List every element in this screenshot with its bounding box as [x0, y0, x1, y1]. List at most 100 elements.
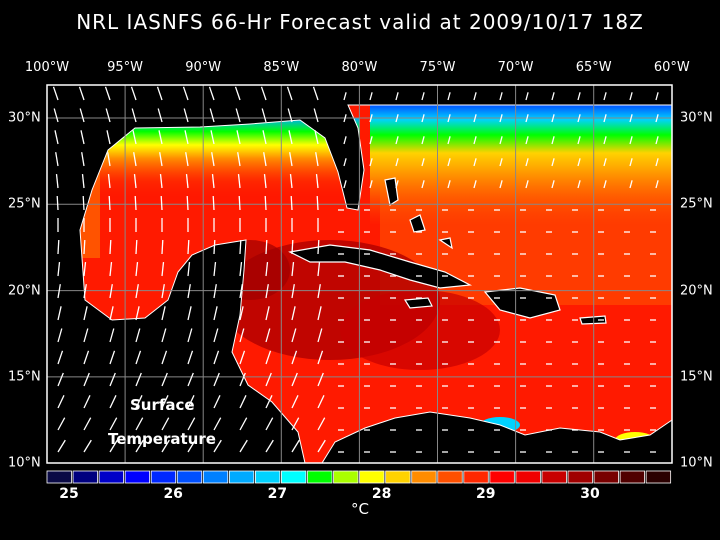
wind-arrow	[109, 328, 115, 343]
wind-arrow	[161, 350, 168, 365]
wind-arrow	[135, 395, 143, 409]
wind-arrow	[183, 108, 189, 123]
colorbar-tick-label: 29	[476, 486, 496, 502]
wind-arrow	[186, 195, 189, 211]
wind-arrow	[135, 328, 141, 343]
wind-arrow	[577, 158, 581, 167]
wind-arrow	[79, 108, 85, 123]
wind-arrow	[343, 136, 347, 145]
wind-arrow	[421, 92, 425, 101]
wind-arrow	[133, 174, 137, 189]
lat-label-left: 25°N	[8, 196, 41, 212]
wind-arrow	[343, 92, 347, 101]
wind-arrow	[57, 328, 63, 343]
wind-arrow	[577, 114, 581, 123]
wind-arrow	[603, 92, 607, 101]
wind-arrow	[263, 152, 267, 167]
wind-arrow	[551, 180, 555, 189]
sea-surface-temperature-field	[80, 105, 672, 463]
colorbar-swatch	[385, 470, 411, 484]
wind-arrow	[395, 114, 399, 123]
wind-arrow	[211, 174, 215, 189]
wind-arrow	[265, 350, 272, 365]
wind-arrow	[239, 239, 242, 255]
wind-arrow	[473, 158, 477, 167]
wind-arrow	[395, 180, 399, 189]
wind-arrow	[421, 158, 425, 167]
wind-arrow	[314, 130, 319, 145]
wind-arrow	[56, 195, 59, 211]
wind-arrow	[264, 195, 267, 211]
wind-arrow	[263, 174, 267, 189]
wind-arrow	[239, 417, 248, 431]
wind-arrow	[187, 284, 191, 299]
wind-arrow	[108, 195, 111, 211]
wind-arrow	[286, 86, 293, 101]
colorbar-swatch	[567, 470, 593, 484]
lon-label: 95°W	[107, 60, 144, 75]
wind-arrow	[291, 417, 300, 431]
wind-arrow	[160, 195, 163, 211]
wind-arrow	[447, 158, 451, 167]
wind-arrow	[213, 417, 222, 431]
wind-arrow	[135, 262, 139, 277]
colorbar-swatch	[411, 470, 437, 484]
wind-arrow	[187, 417, 196, 431]
wind-arrow	[447, 136, 451, 145]
wind-arrow	[473, 136, 477, 145]
wind-arrow	[52, 86, 59, 101]
wind-arrow	[109, 306, 114, 321]
wind-arrow	[54, 130, 59, 145]
wind-arrow	[185, 152, 189, 167]
wind-arrow	[603, 180, 607, 189]
wind-arrow	[213, 306, 218, 321]
wind-arrow	[107, 152, 111, 167]
wind-arrow	[57, 395, 65, 409]
colorbar-swatch	[515, 470, 541, 484]
colorbar-swatch	[463, 470, 489, 484]
wind-arrow	[82, 195, 85, 211]
wind-arrow	[317, 417, 326, 431]
wind-arrow	[131, 108, 137, 123]
wind-arrow	[317, 395, 325, 409]
wind-arrow	[55, 152, 59, 167]
colorbar-swatch	[150, 470, 177, 484]
colorbar	[46, 470, 672, 484]
wind-arrow	[109, 395, 117, 409]
wind-arrow	[106, 130, 111, 145]
wind-arrow	[312, 86, 319, 101]
wind-arrow	[629, 158, 633, 167]
wind-arrow	[395, 92, 399, 101]
wind-arrow	[369, 92, 373, 101]
wind-arrow	[525, 92, 529, 101]
wind-arrow	[525, 180, 529, 189]
wind-arrow	[134, 195, 137, 211]
wind-arrow	[57, 350, 64, 365]
wind-arrow	[109, 439, 118, 453]
colorbar-tick-label: 30	[580, 486, 600, 502]
wind-arrow	[525, 158, 529, 167]
lat-label-left: 15°N	[8, 369, 41, 385]
wind-arrow	[313, 108, 319, 123]
wind-arrow	[291, 284, 295, 299]
wind-arrow	[317, 306, 322, 321]
wind-arrow	[261, 108, 267, 123]
wind-arrow	[369, 136, 373, 145]
map-title: NRL IASNFS 66-Hr Forecast valid at 2009/…	[76, 10, 644, 34]
wind-arrow	[157, 108, 163, 123]
wind-arrow	[629, 114, 633, 123]
wind-arrow	[239, 284, 243, 299]
colorbar-swatch	[124, 470, 151, 484]
wind-arrow	[289, 174, 293, 189]
wind-arrow	[187, 239, 190, 255]
lat-label-right: 10°N	[680, 455, 713, 471]
wind-arrow	[135, 417, 144, 431]
lon-label: 85°W	[263, 60, 300, 75]
lat-label-right: 30°N	[680, 110, 713, 126]
wind-arrow	[83, 372, 90, 387]
wind-arrow	[187, 372, 194, 387]
wind-arrow	[369, 158, 373, 167]
wind-arrow	[161, 284, 165, 299]
wind-arrow	[109, 284, 113, 299]
